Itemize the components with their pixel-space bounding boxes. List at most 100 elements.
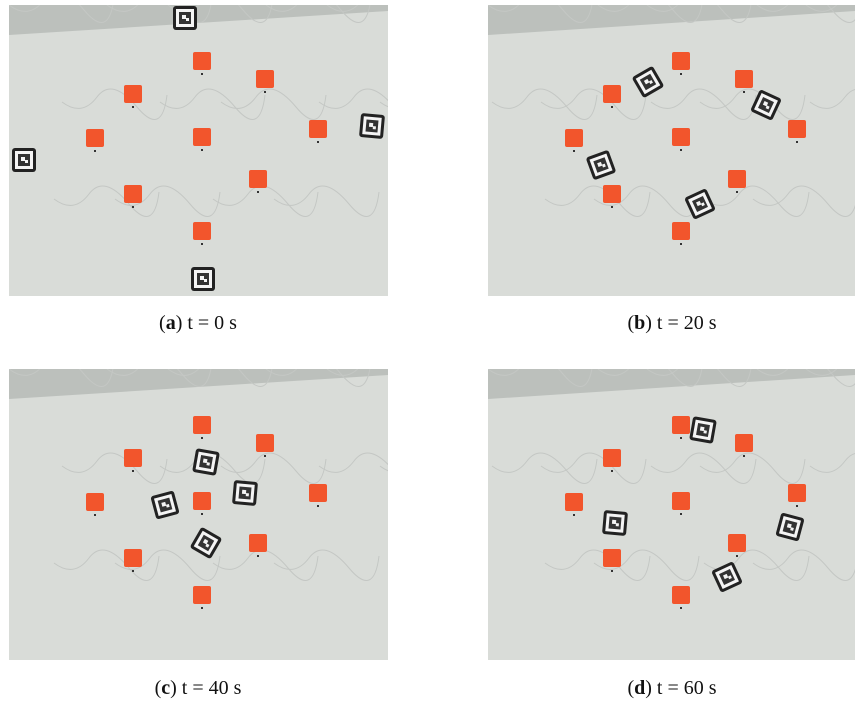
robot bbox=[192, 448, 220, 476]
marker-dot bbox=[611, 470, 613, 472]
marker-dot bbox=[743, 455, 745, 457]
marker-dot bbox=[132, 570, 134, 572]
marker-dot bbox=[611, 206, 613, 208]
floor bbox=[9, 5, 388, 296]
target-marker bbox=[193, 222, 211, 240]
floor bbox=[488, 5, 855, 296]
target-marker bbox=[309, 120, 327, 138]
robot-tag bbox=[186, 18, 189, 21]
robot-tag bbox=[242, 490, 246, 494]
target-marker bbox=[672, 128, 690, 146]
caption-text: ) t = 40 s bbox=[170, 677, 241, 699]
target-marker bbox=[565, 493, 583, 511]
marker-dot bbox=[736, 191, 738, 193]
target-marker bbox=[249, 170, 267, 188]
caption-letter: b bbox=[634, 312, 645, 334]
marker-dot bbox=[680, 243, 682, 245]
target-marker bbox=[788, 484, 806, 502]
marker-dot bbox=[201, 607, 203, 609]
robot-tag bbox=[200, 276, 204, 280]
target-marker bbox=[672, 52, 690, 70]
robot bbox=[173, 6, 197, 30]
target-marker bbox=[603, 449, 621, 467]
target-marker bbox=[256, 434, 274, 452]
marker-dot bbox=[94, 514, 96, 516]
target-marker bbox=[735, 434, 753, 452]
figure: (a) t = 0 s (b) t = 20 s (c) t = 40 s (d… bbox=[0, 0, 855, 704]
target-marker bbox=[672, 222, 690, 240]
target-marker bbox=[193, 492, 211, 510]
marker-dot bbox=[680, 513, 682, 515]
photo bbox=[488, 5, 855, 296]
robot-tag bbox=[182, 15, 186, 19]
target-marker bbox=[603, 185, 621, 203]
floor bbox=[9, 369, 388, 660]
marker-dot bbox=[743, 91, 745, 93]
robot-tag bbox=[206, 462, 209, 465]
target-marker bbox=[193, 586, 211, 604]
robot-tag bbox=[700, 427, 705, 432]
caption-open: ( bbox=[159, 312, 166, 334]
target-marker bbox=[86, 129, 104, 147]
target-marker bbox=[603, 549, 621, 567]
target-marker bbox=[124, 449, 142, 467]
marker-dot bbox=[257, 191, 259, 193]
target-marker bbox=[728, 534, 746, 552]
robot-tag bbox=[203, 459, 208, 464]
target-marker bbox=[249, 534, 267, 552]
marker-dot bbox=[132, 106, 134, 108]
robot-tag bbox=[204, 279, 207, 282]
marker-dot bbox=[201, 437, 203, 439]
robot-tag bbox=[612, 520, 616, 524]
marker-dot bbox=[796, 141, 798, 143]
robot-tag bbox=[25, 160, 28, 163]
marker-dot bbox=[680, 73, 682, 75]
target-marker bbox=[565, 129, 583, 147]
robot bbox=[359, 113, 385, 139]
target-marker bbox=[672, 586, 690, 604]
caption: (b) t = 20 s bbox=[522, 312, 822, 335]
target-marker bbox=[672, 416, 690, 434]
marker-dot bbox=[680, 607, 682, 609]
target-marker bbox=[603, 85, 621, 103]
robot-tag bbox=[246, 493, 249, 496]
marker-dot bbox=[317, 505, 319, 507]
caption: (c) t = 40 s bbox=[48, 677, 348, 700]
caption-letter: a bbox=[166, 312, 176, 334]
marker-dot bbox=[132, 206, 134, 208]
robot-tag bbox=[616, 523, 619, 526]
robot bbox=[232, 480, 258, 506]
target-marker bbox=[309, 484, 327, 502]
robot bbox=[12, 148, 36, 172]
marker-dot bbox=[573, 150, 575, 152]
marker-dot bbox=[796, 505, 798, 507]
target-marker bbox=[735, 70, 753, 88]
target-marker bbox=[86, 493, 104, 511]
target-marker bbox=[124, 85, 142, 103]
caption: (d) t = 60 s bbox=[522, 677, 822, 700]
caption-letter: c bbox=[161, 677, 170, 699]
target-marker bbox=[672, 492, 690, 510]
caption-text: ) t = 0 s bbox=[176, 312, 237, 334]
marker-dot bbox=[201, 513, 203, 515]
robot-tag bbox=[21, 157, 25, 161]
marker-dot bbox=[257, 555, 259, 557]
robot bbox=[191, 267, 215, 291]
target-marker bbox=[728, 170, 746, 188]
marker-dot bbox=[132, 470, 134, 472]
robot-tag bbox=[703, 430, 706, 433]
caption: (a) t = 0 s bbox=[48, 312, 348, 335]
caption-letter: d bbox=[634, 677, 645, 699]
marker-dot bbox=[611, 570, 613, 572]
marker-dot bbox=[317, 141, 319, 143]
marker-dot bbox=[94, 150, 96, 152]
marker-dot bbox=[264, 455, 266, 457]
target-marker bbox=[193, 416, 211, 434]
marker-dot bbox=[201, 149, 203, 151]
marker-dot bbox=[611, 106, 613, 108]
marker-dot bbox=[680, 149, 682, 151]
robot-tag bbox=[369, 123, 373, 127]
robot bbox=[689, 416, 717, 444]
robot-tag bbox=[373, 126, 376, 129]
target-marker bbox=[788, 120, 806, 138]
